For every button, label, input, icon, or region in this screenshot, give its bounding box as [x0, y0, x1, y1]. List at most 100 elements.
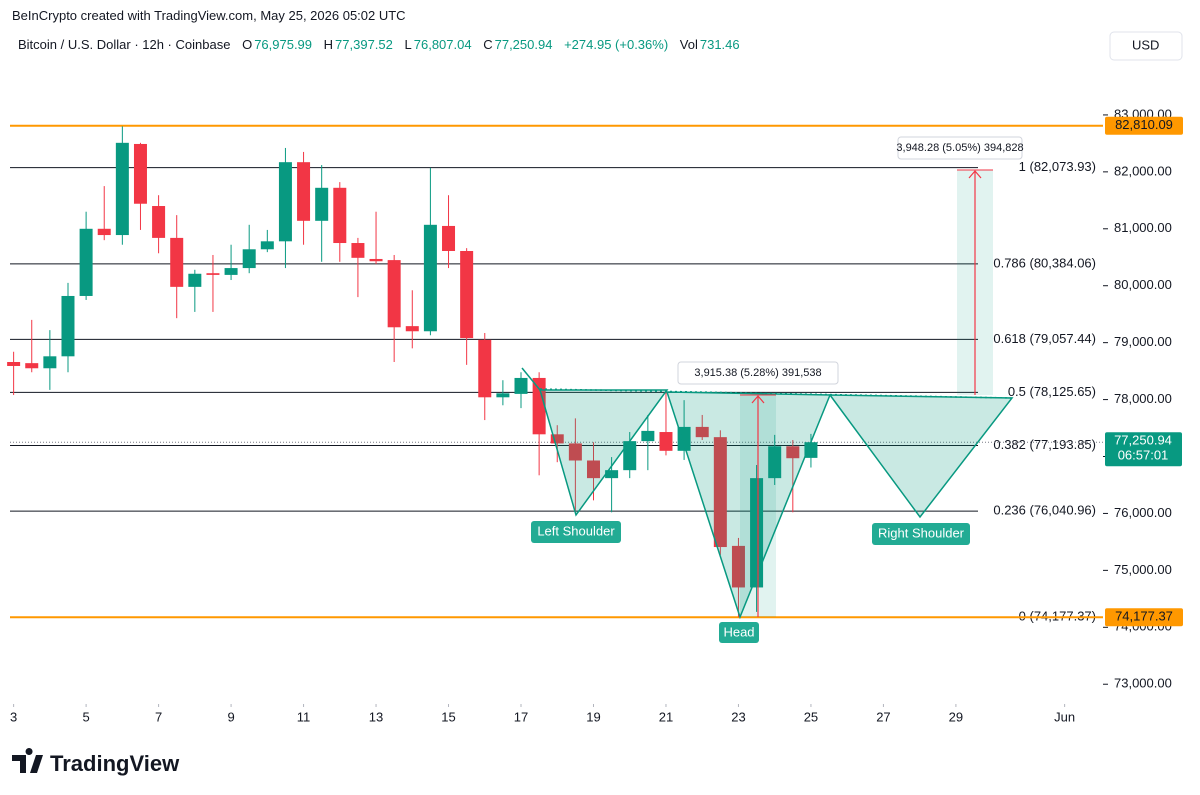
- price-tag-label: 82,810.09: [1115, 117, 1173, 132]
- annotation: Left Shoulder: [537, 523, 615, 538]
- candle-body: [333, 187, 347, 244]
- x-tick-label: 17: [514, 709, 528, 724]
- y-tick-label: 80,000.00: [1114, 277, 1172, 292]
- vol-value: 731.46: [699, 37, 740, 52]
- x-tick-label: 13: [369, 709, 383, 724]
- annotation-box: [719, 622, 759, 643]
- change: +274.95 (+0.36%): [564, 37, 669, 52]
- countdown: 06:57:01: [1118, 448, 1169, 463]
- candle-body: [115, 142, 129, 236]
- ohlc-key: L: [404, 37, 412, 52]
- candle-body: [351, 243, 365, 258]
- y-tick-label: 82,000.00: [1114, 163, 1172, 178]
- candle-body: [478, 339, 492, 398]
- measure-label: 3,948.28 (5.05%) 394,828: [896, 142, 1023, 154]
- candle-body: [768, 446, 782, 479]
- candle-body: [7, 362, 21, 366]
- head-and-shoulders-pattern: [521, 367, 1014, 620]
- measure-ranges: [677, 136, 1023, 617]
- currency: USD: [1132, 37, 1159, 52]
- candle-body: [260, 241, 274, 250]
- x-tick-label: Jun: [1054, 709, 1075, 724]
- measure-label-box: [677, 361, 839, 385]
- last-price-label: 77,250.94: [1114, 433, 1172, 448]
- fib-label: 0.618 (79,057.44): [993, 331, 1096, 346]
- candle-body: [97, 228, 111, 236]
- currency-button[interactable]: [1109, 31, 1183, 61]
- left-shoulder-shape: [539, 389, 669, 517]
- ohlc-value: 77,250.94: [494, 37, 553, 52]
- y-tick-label: 81,000.00: [1114, 220, 1172, 235]
- symbol: Bitcoin / U.S. Dollar · 12h · Coinbase: [18, 37, 231, 52]
- neckline: [539, 388, 1013, 399]
- candle-body: [786, 446, 800, 459]
- y-tick-label: 78,000.00: [1114, 391, 1172, 406]
- x-tick-label: 9: [227, 709, 234, 724]
- fib-label: 0 (74,177.37): [1019, 609, 1096, 624]
- candle-body: [387, 260, 401, 328]
- logo-mark: [12, 748, 43, 773]
- y-tick-label: 73,000.00: [1114, 676, 1172, 691]
- price-tag: [1105, 116, 1183, 135]
- candle-body: [369, 258, 383, 262]
- candle-body: [242, 249, 256, 269]
- fib-label: 0.382 (77,193.85): [993, 437, 1096, 452]
- candle-body: [550, 434, 564, 444]
- candle-body: [496, 393, 510, 398]
- x-tick-label: 5: [82, 709, 89, 724]
- ohlc-value: 76,807.04: [413, 37, 472, 52]
- x-tick-label: 27: [876, 709, 890, 724]
- brand: TradingView: [50, 751, 180, 776]
- x-tick-label: 11: [297, 709, 311, 724]
- ohlc-value: 77,397.52: [335, 37, 393, 52]
- arrow-head: [968, 170, 982, 179]
- ohlc-value: 76,975.99: [254, 37, 313, 52]
- legend-row: Bitcoin / U.S. Dollar · 12h · Coinbase O…: [18, 37, 748, 52]
- x-tick-label: 29: [949, 709, 963, 724]
- credit: BeInCrypto created with TradingView.com,…: [12, 8, 406, 23]
- annotation: Head: [723, 624, 754, 639]
- price-scale: 73,000.0074,000.0075,000.0076,000.0077,0…: [10, 106, 1183, 724]
- candle-body: [278, 162, 292, 242]
- vol-key: Vol: [679, 37, 698, 52]
- pattern-edge: [521, 367, 541, 391]
- candle-body: [224, 268, 238, 275]
- x-tick-label: 25: [804, 709, 818, 724]
- x-tick-label: 15: [441, 709, 455, 724]
- candle-body: [750, 478, 764, 588]
- price-tag-label: 74,177.37: [1115, 609, 1173, 624]
- y-tick-label: 75,000.00: [1114, 562, 1172, 577]
- candle-body: [695, 426, 709, 438]
- candle-body: [442, 225, 456, 251]
- ohlc-key: C: [483, 37, 493, 52]
- last-price-tag: [1105, 432, 1182, 467]
- candle-body: [514, 377, 528, 394]
- candle-body: [152, 206, 166, 238]
- annotation-box: [531, 521, 621, 543]
- plot: 1 (82,073.93) 0.786 (80,384.06) 0.618 (79,…: [7, 124, 1103, 624]
- candle-body: [315, 187, 329, 221]
- x-tick-label: 7: [155, 709, 162, 724]
- x-tick-label: 21: [659, 709, 673, 724]
- fib-label: 0.786 (80,384.06): [993, 255, 1096, 270]
- x-tick-label: 19: [586, 709, 600, 724]
- head-shape: [665, 391, 832, 620]
- candle-body: [623, 441, 637, 471]
- x-tick-label: 23: [731, 709, 745, 724]
- candle-body: [460, 250, 474, 339]
- candle-body: [25, 363, 39, 369]
- candle-body: [641, 430, 655, 442]
- candle-body: [713, 437, 727, 548]
- candle-body: [133, 143, 147, 204]
- measure-label: 3,915.38 (5.28%) 391,538: [694, 367, 821, 379]
- candle-body: [659, 432, 673, 451]
- ohlc-key: H: [323, 37, 334, 52]
- x-tick-label: 3: [10, 709, 17, 724]
- annotation-box: [872, 523, 970, 545]
- candle-body: [605, 470, 619, 479]
- ohlc-key: O: [242, 37, 253, 52]
- fib-label: 0.236 (76,040.96): [993, 503, 1096, 518]
- candle-body: [586, 460, 600, 479]
